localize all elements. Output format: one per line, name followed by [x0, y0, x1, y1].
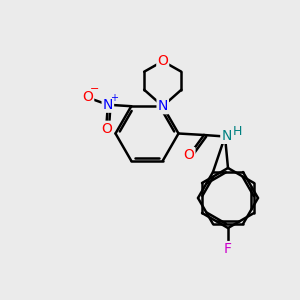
Text: O: O — [184, 148, 194, 162]
Text: O: O — [101, 122, 112, 136]
Text: H: H — [232, 124, 242, 138]
Text: N: N — [158, 99, 168, 113]
Text: −: − — [90, 84, 99, 94]
Text: O: O — [82, 90, 93, 104]
Text: F: F — [224, 242, 232, 256]
Text: +: + — [110, 93, 118, 103]
Text: N: N — [103, 98, 113, 112]
Text: N: N — [221, 129, 232, 143]
Text: O: O — [157, 54, 168, 68]
